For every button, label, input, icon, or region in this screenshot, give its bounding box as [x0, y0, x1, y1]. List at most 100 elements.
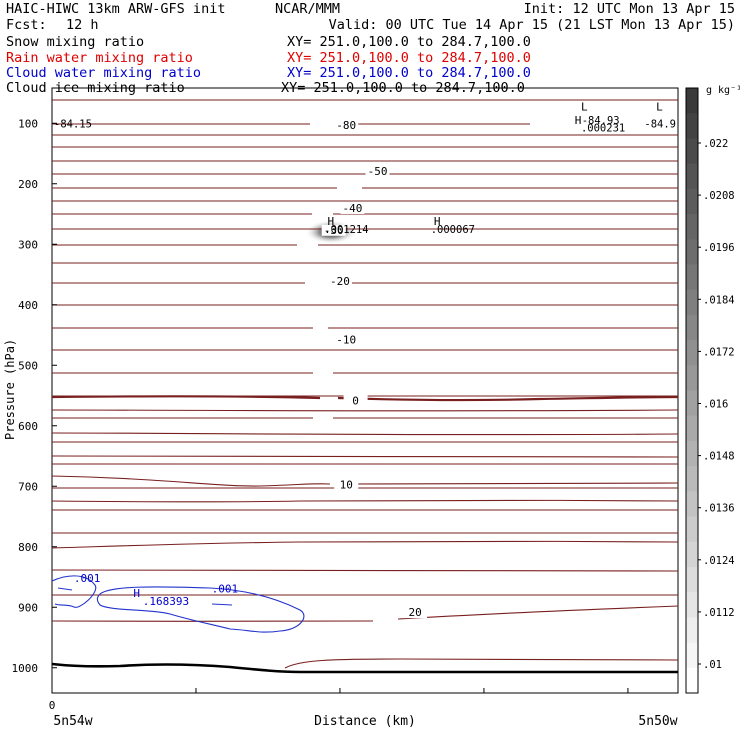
high-marker: H — [434, 215, 441, 228]
temperature-contours — [51, 99, 679, 669]
colorbar-swatch — [686, 239, 698, 265]
init-time: Init: 12 UTC Mon 13 Apr 15 — [524, 1, 735, 17]
field-xy-rain: XY= 251.0,100.0 to 284.7,100.0 — [287, 50, 531, 66]
colorbar-swatch — [686, 667, 698, 694]
low-marker: L — [581, 101, 588, 114]
colorbar-label: .016 — [703, 399, 728, 411]
colorbar-label: .0136 — [703, 503, 735, 515]
colorbar-swatch — [686, 188, 698, 215]
cloud-water-contour — [51, 575, 97, 608]
temp-label-bg — [365, 166, 390, 178]
y-axis: 100 200 300 400 500 600 700 800 900 1000 — [12, 117, 57, 675]
forecast-label: Fcst: — [6, 17, 47, 33]
temp-contour — [51, 475, 679, 487]
chart-org: NCAR/MMM — [275, 1, 340, 17]
temp-label-bg — [327, 276, 352, 288]
temp-contour — [51, 432, 679, 436]
temp-label-bg — [321, 224, 346, 236]
colorbar-label: .0148 — [703, 451, 735, 463]
colorbar-label: .022 — [703, 138, 728, 150]
temp-contour-label: -30 — [324, 224, 344, 237]
temp-contour — [51, 569, 679, 572]
x-start-tick: 0 — [49, 699, 56, 712]
cloud-water-contour — [96, 586, 305, 633]
colorbar-swatch — [686, 340, 698, 366]
temp-label-bg — [340, 202, 365, 214]
colorbar-swatch — [686, 642, 698, 669]
temp-contour — [51, 540, 679, 549]
temp-contour-label: 10 — [340, 478, 353, 491]
colorbar-swatch — [686, 264, 698, 291]
colorbar-swatch — [686, 113, 698, 139]
high-marker: H — [133, 587, 140, 600]
temp-contour-label: -40 — [343, 202, 363, 215]
terrain-surface — [51, 662, 678, 674]
colorbar-label: .0124 — [703, 555, 735, 567]
colorbar-swatch — [686, 365, 698, 391]
temp-contour — [51, 499, 679, 503]
colorbar-unit: g kg⁻¹ — [706, 85, 740, 96]
x-right-label: 5n50w — [638, 714, 677, 729]
cloud-water-label: .001 — [212, 583, 239, 596]
colorbar: .022 .0208 .0196 .0184 .0172 .016 .0148 .0136 .0… — [685, 87, 735, 694]
colorbar-swatch — [686, 516, 698, 543]
ice-value-label: .001214 — [324, 224, 368, 236]
temp-label-bg — [334, 334, 359, 346]
temp-contour-zero — [51, 395, 679, 402]
colorbar-label: .0208 — [703, 190, 735, 202]
y-tick-label: 800 — [18, 541, 38, 554]
temp-contour — [284, 658, 679, 669]
field-name-cloud-water: Cloud water mixing ratio — [6, 65, 201, 81]
temp-contour-label: -80 — [336, 119, 356, 132]
temp-contour — [51, 409, 679, 412]
ice-value-label: .000067 — [431, 224, 475, 236]
y-axis-label: Pressure (hPa) — [3, 339, 17, 440]
high-marker: H — [327, 215, 334, 228]
cloud-water-contours — [51, 575, 305, 633]
colorbar-label: .0196 — [703, 242, 735, 254]
ice-value-label: .000231 — [581, 123, 625, 135]
colorbar-swatch — [686, 566, 698, 593]
colorbar-swatch — [686, 163, 698, 190]
cloud-water-contour — [211, 603, 233, 606]
colorbar-swatch — [686, 415, 698, 442]
colorbar-swatch — [686, 390, 698, 417]
cloud-water-label: .168393 — [143, 595, 189, 608]
temp-contour-label: -10 — [336, 333, 356, 346]
field-name-rain: Rain water mixing ratio — [6, 50, 193, 66]
y-tick-label: 100 — [18, 117, 38, 130]
y-tick-label: 600 — [18, 420, 38, 433]
colorbar-swatch — [686, 440, 698, 467]
cloud-water-contour — [57, 587, 73, 591]
temp-label-bg — [403, 607, 428, 619]
field-xy-cloud-water: XY= 251.0,100.0 to 284.7,100.0 — [287, 65, 531, 81]
y-tick-label: 400 — [18, 299, 38, 312]
y-tick-label: 700 — [18, 480, 38, 493]
temp-contour-label: 20 — [408, 606, 421, 619]
colorbar-swatch — [686, 314, 698, 341]
colorbar-swatch — [686, 491, 698, 518]
temp-label-bg — [343, 395, 368, 407]
colorbar-label: .0184 — [703, 294, 735, 306]
colorbar-swatch — [686, 88, 698, 114]
x-axis-label: Distance (km) — [314, 714, 416, 729]
temp-contour-label: 0 — [352, 394, 359, 407]
temp-contour-label: -20 — [330, 275, 350, 288]
y-tick-label: 200 — [18, 178, 38, 191]
temp-label-bg — [334, 120, 359, 132]
colorbar-label: .0172 — [703, 346, 735, 358]
plot-frame — [51, 87, 679, 694]
field-xy-snow: XY= 251.0,100.0 to 284.7,100.0 — [287, 34, 531, 50]
colorbar-label: .0112 — [703, 607, 735, 619]
cloud-water-label: .001 — [74, 572, 101, 585]
valid-time: Valid: 00 UTC Tue 14 Apr 15 (21 LST Mon … — [329, 17, 735, 33]
low-marker: L — [656, 101, 663, 114]
high-marker: H — [575, 114, 582, 127]
y-tick-label: 900 — [18, 601, 38, 614]
temp-label-bg — [334, 479, 359, 491]
field-name-snow: Snow mixing ratio — [6, 34, 144, 50]
colorbar-swatch — [686, 138, 698, 165]
temp-left-value: -84.15 — [54, 118, 92, 130]
colorbar-swatch — [686, 466, 698, 492]
